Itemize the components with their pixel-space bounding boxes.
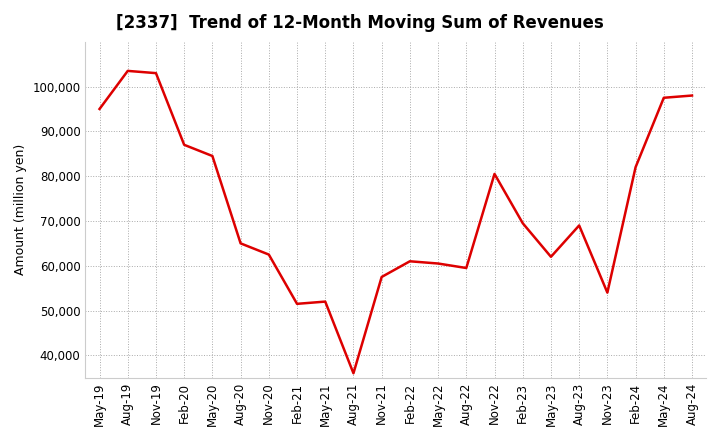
Y-axis label: Amount (million yen): Amount (million yen)	[14, 144, 27, 275]
Text: [2337]  Trend of 12-Month Moving Sum of Revenues: [2337] Trend of 12-Month Moving Sum of R…	[117, 14, 604, 32]
